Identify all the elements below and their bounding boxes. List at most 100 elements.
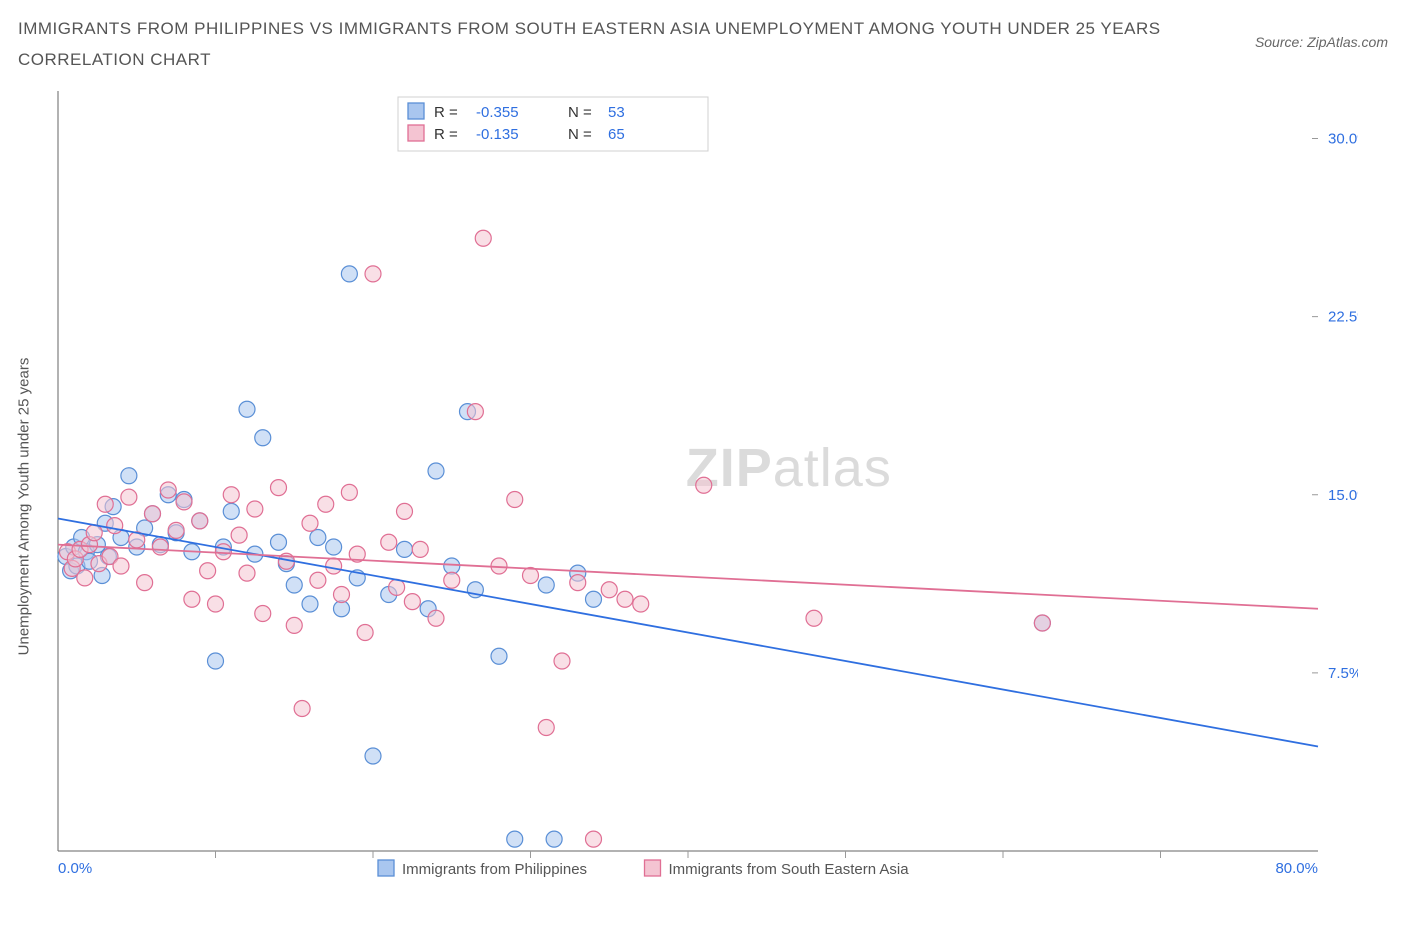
scatter-point-se_asia (696, 477, 712, 493)
scatter-point-se_asia (341, 485, 357, 501)
scatter-point-se_asia (184, 591, 200, 607)
legend-r-label: R = (434, 104, 458, 121)
scatter-point-se_asia (806, 610, 822, 626)
scatter-point-se_asia (113, 558, 129, 574)
scatter-point-philippines (334, 601, 350, 617)
scatter-point-se_asia (121, 489, 137, 505)
scatter-point-se_asia (428, 610, 444, 626)
header-row: IMMIGRANTS FROM PHILIPPINES VS IMMIGRANT… (18, 14, 1388, 75)
scatter-point-se_asia (176, 494, 192, 510)
scatter-point-se_asia (137, 575, 153, 591)
scatter-point-se_asia (97, 496, 113, 512)
legend-n-label: N = (568, 126, 592, 143)
scatter-point-se_asia (397, 504, 413, 520)
scatter-point-philippines (255, 430, 271, 446)
bottom-legend-swatch (645, 860, 661, 876)
scatter-point-se_asia (271, 480, 287, 496)
scatter-point-se_asia (554, 653, 570, 669)
scatter-point-se_asia (507, 492, 523, 508)
legend-r-value: -0.355 (476, 104, 519, 121)
scatter-point-se_asia (200, 563, 216, 579)
scatter-point-philippines (428, 463, 444, 479)
x-tick-label: 0.0% (58, 860, 92, 877)
bottom-legend-label: Immigrants from Philippines (402, 861, 587, 878)
correlation-scatter-chart: ZIPatlas7.5%15.0%22.5%30.0%0.0%80.0%R =-… (18, 81, 1358, 915)
scatter-point-philippines (444, 558, 460, 574)
y-tick-label: 30.0% (1328, 131, 1358, 148)
scatter-point-se_asia (86, 525, 102, 541)
chart-title: IMMIGRANTS FROM PHILIPPINES VS IMMIGRANT… (18, 14, 1161, 75)
scatter-point-se_asia (389, 580, 405, 596)
scatter-point-philippines (239, 401, 255, 417)
scatter-point-se_asia (77, 570, 93, 586)
legend-n-label: N = (568, 104, 592, 121)
scatter-point-se_asia (467, 404, 483, 420)
scatter-point-philippines (507, 831, 523, 847)
scatter-point-se_asia (1034, 615, 1050, 631)
scatter-point-se_asia (255, 606, 271, 622)
scatter-point-se_asia (215, 544, 231, 560)
legend-n-value: 53 (608, 104, 625, 121)
scatter-point-se_asia (404, 594, 420, 610)
scatter-point-se_asia (160, 482, 176, 498)
scatter-point-philippines (397, 542, 413, 558)
bottom-legend-label: Immigrants from South Eastern Asia (669, 861, 910, 878)
scatter-point-se_asia (310, 572, 326, 588)
scatter-point-se_asia (357, 625, 373, 641)
chart-container: Unemployment Among Youth under 25 years … (18, 81, 1388, 915)
scatter-point-se_asia (107, 518, 123, 534)
scatter-point-philippines (586, 591, 602, 607)
scatter-point-se_asia (365, 266, 381, 282)
scatter-point-se_asia (152, 539, 168, 555)
scatter-point-philippines (341, 266, 357, 282)
scatter-point-se_asia (617, 591, 633, 607)
scatter-point-philippines (365, 748, 381, 764)
scatter-point-se_asia (538, 720, 554, 736)
bottom-legend-swatch (378, 860, 394, 876)
scatter-point-se_asia (294, 701, 310, 717)
watermark: ZIPatlas (686, 438, 892, 498)
legend-swatch (408, 103, 424, 119)
scatter-point-se_asia (444, 572, 460, 588)
scatter-point-philippines (286, 577, 302, 593)
scatter-point-philippines (491, 648, 507, 664)
scatter-point-se_asia (381, 534, 397, 550)
scatter-point-se_asia (247, 501, 263, 517)
legend-r-label: R = (434, 126, 458, 143)
scatter-point-philippines (271, 534, 287, 550)
scatter-point-se_asia (326, 558, 342, 574)
scatter-point-philippines (538, 577, 554, 593)
scatter-point-philippines (223, 504, 239, 520)
scatter-point-se_asia (318, 496, 334, 512)
scatter-point-se_asia (334, 587, 350, 603)
scatter-point-philippines (546, 831, 562, 847)
legend-n-value: 65 (608, 126, 625, 143)
scatter-point-se_asia (633, 596, 649, 612)
scatter-point-se_asia (570, 575, 586, 591)
scatter-point-se_asia (523, 568, 539, 584)
trend-line-philippines (58, 519, 1318, 747)
y-tick-label: 15.0% (1328, 487, 1358, 504)
scatter-point-se_asia (168, 523, 184, 539)
scatter-point-se_asia (475, 230, 491, 246)
scatter-point-se_asia (412, 542, 428, 558)
source-label: Source: ZipAtlas.com (1255, 34, 1388, 50)
scatter-point-philippines (326, 539, 342, 555)
scatter-point-philippines (208, 653, 224, 669)
title-line-2: CORRELATION CHART (18, 50, 211, 69)
y-tick-label: 7.5% (1328, 665, 1358, 682)
scatter-point-se_asia (286, 618, 302, 634)
title-line-1: IMMIGRANTS FROM PHILIPPINES VS IMMIGRANT… (18, 19, 1161, 38)
scatter-point-se_asia (223, 487, 239, 503)
scatter-point-se_asia (231, 527, 247, 543)
scatter-point-se_asia (302, 515, 318, 531)
scatter-point-se_asia (208, 596, 224, 612)
scatter-point-philippines (310, 530, 326, 546)
scatter-point-se_asia (239, 565, 255, 581)
scatter-point-se_asia (601, 582, 617, 598)
legend-swatch (408, 125, 424, 141)
y-axis-label: Unemployment Among Youth under 25 years (16, 358, 33, 656)
scatter-point-se_asia (192, 513, 208, 529)
scatter-point-se_asia (586, 831, 602, 847)
y-tick-label: 22.5% (1328, 309, 1358, 326)
